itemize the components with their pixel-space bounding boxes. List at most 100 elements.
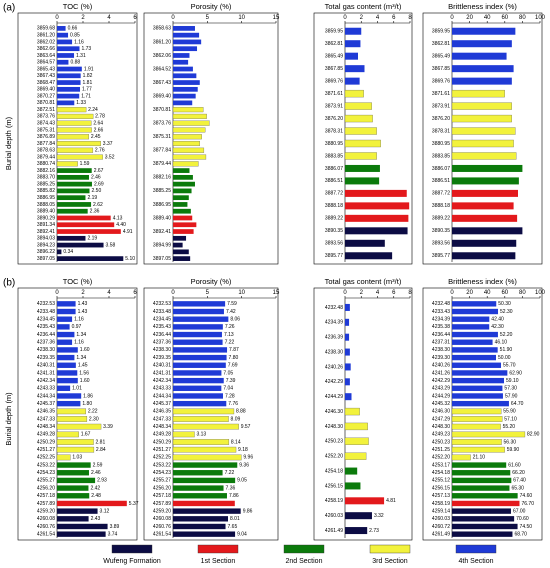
y-tick-label: 4254.23 <box>153 470 171 476</box>
bar <box>172 127 206 133</box>
y-tick-label: 3882.16 <box>37 168 55 174</box>
y-tick-label: 4246.30 <box>432 409 450 415</box>
y-tick-label: 4260.03 <box>432 516 450 522</box>
bar <box>452 477 512 484</box>
bar <box>172 439 230 445</box>
bar <box>173 308 224 315</box>
x-tick-label: 0 <box>450 15 454 21</box>
value-label: 2.19 <box>87 195 97 201</box>
y-tick-label: 3883.70 <box>37 175 55 181</box>
y-tick-label: 3878.63 <box>37 148 55 154</box>
y-tick-label: 4259.20 <box>37 508 55 514</box>
y-tick-label: 3879.44 <box>37 154 55 160</box>
value-label: 7.22 <box>225 340 235 346</box>
bar <box>452 202 514 210</box>
bar <box>173 347 228 353</box>
y-tick-label: 3885.25 <box>37 181 55 187</box>
y-tick-label: 4233.48 <box>153 309 171 315</box>
y-tick-label: 3865.43 <box>37 66 55 72</box>
x-tick-label: 6 <box>392 290 396 296</box>
bar <box>173 256 191 261</box>
y-tick-label: 4238.30 <box>432 347 450 353</box>
bar <box>452 252 516 260</box>
value-label: 7.28 <box>225 393 235 399</box>
y-tick-label: 4258.19 <box>325 498 343 504</box>
bar <box>57 500 127 507</box>
bar <box>173 229 194 234</box>
value-label: 9.04 <box>237 531 247 537</box>
bar <box>452 485 510 491</box>
value-label: 1.80 <box>82 401 92 407</box>
y-tick-label: 3894.23 <box>37 242 55 248</box>
bar <box>173 485 224 491</box>
y-tick-label: 4234.39 <box>325 320 343 326</box>
y-tick-label: 3893.56 <box>325 241 343 247</box>
bar <box>57 93 80 99</box>
value-label: 2.73 <box>369 528 379 534</box>
y-tick-label: 4246.35 <box>37 409 55 415</box>
value-label: 46.10 <box>495 340 508 346</box>
value-label: 3.89 <box>110 524 120 530</box>
y-tick-label: 3878.31 <box>325 128 343 134</box>
x-tick-label: 8 <box>408 15 412 21</box>
bar <box>345 40 361 48</box>
value-label: 1.16 <box>74 340 84 346</box>
y-tick-label: 3859.95 <box>325 29 343 35</box>
y-tick-label: 4243.33 <box>153 386 171 392</box>
bar <box>57 242 104 248</box>
bar <box>56 439 94 445</box>
bar <box>344 437 369 445</box>
bar <box>173 393 223 399</box>
y-tick-label: 4234.45 <box>153 317 171 323</box>
y-tick-label: 4232.53 <box>37 301 55 307</box>
bar <box>451 454 471 461</box>
y-tick-label: 3869.40 <box>37 87 55 93</box>
value-label: 7.65 <box>228 524 238 530</box>
bar <box>173 516 229 522</box>
value-label: 57.10 <box>504 416 517 422</box>
y-tick-label: 3862.81 <box>325 41 343 47</box>
value-label: 4.40 <box>116 222 126 228</box>
bar <box>57 59 69 65</box>
bar <box>57 202 92 207</box>
legend-label: 1st Section <box>201 558 236 565</box>
legend-label: 4th Section <box>458 558 493 565</box>
value-label: 3.58 <box>106 242 116 248</box>
bar <box>345 227 408 235</box>
y-tick-label: 3863.64 <box>37 53 55 59</box>
y-tick-label: 3873.76 <box>37 114 55 120</box>
y-tick-label: 4249.28 <box>153 432 171 438</box>
bar <box>57 222 115 228</box>
y-tick-label: 4260.08 <box>153 516 171 522</box>
value-label: 1.86 <box>83 393 93 399</box>
bar <box>345 202 410 210</box>
value-label: 3.12 <box>100 508 110 514</box>
value-label: 74.60 <box>520 493 533 499</box>
bar <box>173 331 222 338</box>
value-label: 65.30 <box>511 485 524 491</box>
y-tick-label: 3896.22 <box>37 249 55 255</box>
value-label: 1.34 <box>76 355 86 361</box>
bar <box>57 256 124 261</box>
value-label: 1.71 <box>81 93 91 99</box>
bar <box>57 377 78 384</box>
bar <box>452 316 490 322</box>
chart-frame <box>17 12 138 265</box>
y-tick-label: 3888.18 <box>325 203 343 209</box>
x-tick-label: 6 <box>133 290 137 296</box>
y-tick-label: 4257.18 <box>37 493 55 499</box>
value-label: 76.70 <box>521 501 534 507</box>
legend-swatch <box>197 544 239 554</box>
value-label: 55.70 <box>503 363 516 369</box>
bar <box>57 516 89 522</box>
bar <box>452 324 490 330</box>
value-label: 62.90 <box>509 370 522 376</box>
value-label: 82.90 <box>527 432 540 438</box>
bar <box>57 181 92 187</box>
y-tick-label: 3871.61 <box>325 91 343 97</box>
y-tick-label: 4237.36 <box>37 340 55 346</box>
bar <box>345 239 385 247</box>
bar <box>173 477 236 484</box>
y-tick-label: 3877.84 <box>153 148 171 154</box>
y-tick-label: 4254.23 <box>37 470 55 476</box>
